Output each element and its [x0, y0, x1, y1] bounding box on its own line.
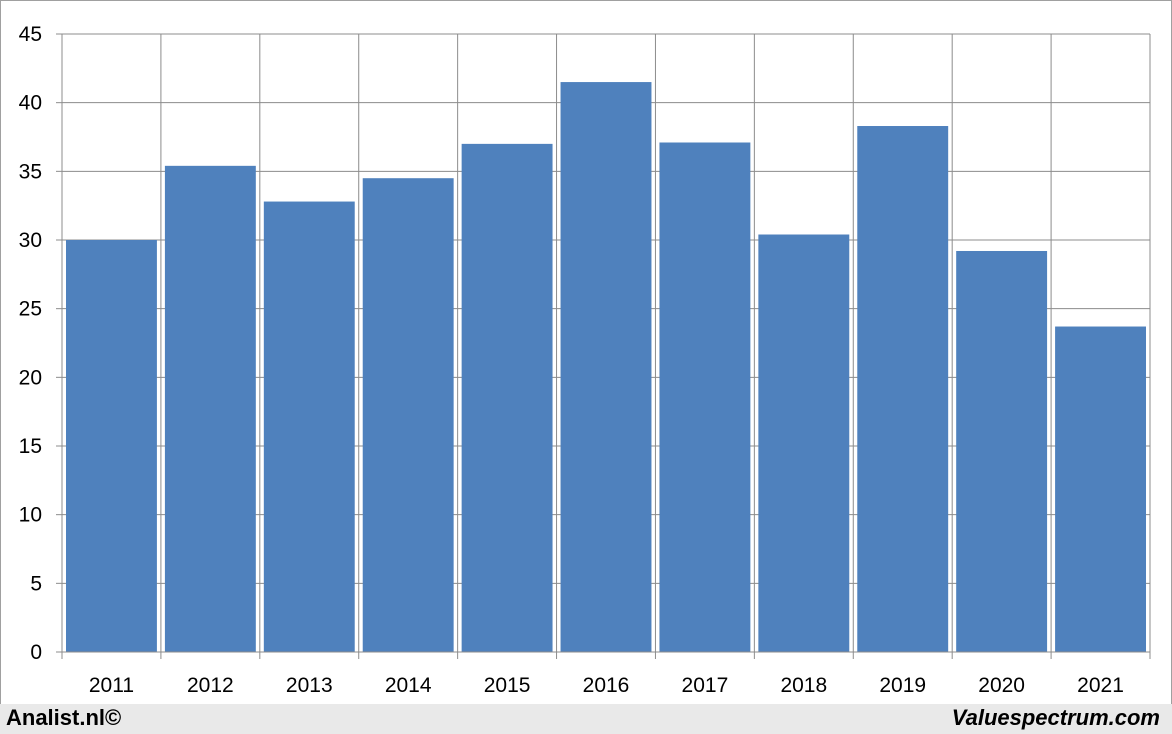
bar-2018: [758, 234, 850, 653]
y-tick-label: 35: [19, 160, 42, 183]
footer-bar: Analist.nl© Valuespectrum.com: [0, 704, 1172, 734]
x-tick-label: 2020: [978, 674, 1025, 697]
y-tick-label: 0: [30, 641, 42, 664]
y-tick-label: 10: [19, 504, 42, 527]
bar-2017: [659, 142, 751, 652]
y-tick-label: 30: [19, 229, 42, 252]
bar-2012: [164, 165, 256, 652]
footer-left-credit: Analist.nl©: [6, 705, 122, 730]
x-tick-label: 2017: [682, 674, 729, 697]
y-tick-labels: 0 5 10 15 20 25 30 35 40 45: [19, 23, 42, 664]
bar-2019: [857, 126, 949, 653]
bar-2015: [461, 143, 553, 652]
bar-2013: [263, 201, 355, 652]
bars: [66, 82, 1146, 653]
bar-2011: [66, 240, 157, 652]
x-tick-label: 2013: [286, 674, 333, 697]
y-tick-label: 5: [30, 572, 42, 595]
bar-2020: [956, 250, 1048, 652]
x-tick-label: 2015: [484, 674, 531, 697]
x-tick-labels: 2011 2012 2013 2014 2015 2016 2017 2018 2019 2020…: [89, 674, 1124, 697]
y-tick-label: 45: [19, 23, 42, 46]
x-tick-label: 2014: [385, 674, 432, 697]
x-tick-label: 2018: [780, 674, 827, 697]
footer-right-credit: Valuespectrum.com: [951, 705, 1160, 730]
x-tick-label: 2011: [89, 674, 134, 697]
x-tick-label: 2012: [187, 674, 234, 697]
bar-2016: [560, 82, 652, 653]
x-tick-label: 2016: [583, 674, 630, 697]
x-tick-label: 2021: [1077, 674, 1124, 697]
bar-2021: [1055, 326, 1146, 652]
y-tick-label: 40: [19, 92, 42, 115]
axes: [56, 33, 1151, 659]
y-tick-label: 20: [19, 366, 42, 389]
x-tick-label: 2019: [879, 674, 926, 697]
y-tick-label: 25: [19, 298, 42, 321]
bar-2014: [362, 178, 454, 652]
y-tick-label: 15: [19, 435, 42, 458]
